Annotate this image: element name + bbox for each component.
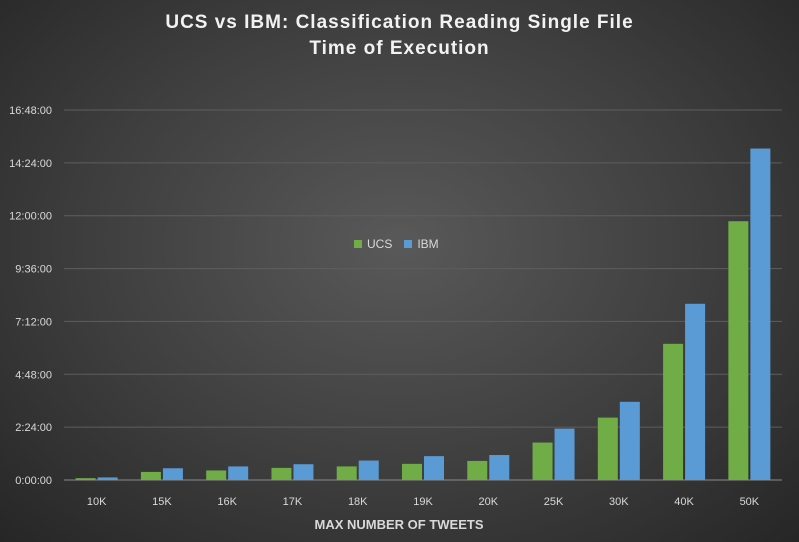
bar-ucs-19k (402, 463, 422, 480)
gridlines (64, 109, 782, 481)
y-tick-label: 2:24:00 (15, 422, 52, 434)
legend-swatch-ucs (354, 240, 362, 248)
bar-ucs-17k (271, 467, 292, 480)
legend-item-ibm: IBM (404, 237, 439, 251)
x-tick-label: 40K (674, 496, 694, 508)
bar-ucs-40k (663, 343, 684, 480)
chart-title-line1: UCS vs IBM: Classification Reading Singl… (165, 12, 634, 33)
x-tick-label: 20K (478, 496, 498, 508)
y-tick-label: 14:24:00 (9, 158, 52, 170)
y-tick-label: 0:00:00 (15, 475, 52, 487)
x-tick-label: 17K (283, 496, 303, 508)
x-tick-label: 50K (740, 496, 760, 508)
x-tick-label: 18K (348, 496, 368, 508)
y-tick-label: 7:12:00 (15, 316, 52, 328)
chart-title-line2: Time of Execution (309, 38, 490, 59)
bar-ibm-15k (162, 468, 183, 480)
bar-ucs-18k (336, 466, 357, 480)
bar-ibm-25k (554, 428, 575, 480)
y-tick-label: 16:48:00 (9, 105, 52, 117)
x-tick-label: 16K (217, 496, 237, 508)
x-tick-label: 10K (87, 496, 107, 508)
bar-ibm-50k (750, 148, 771, 480)
y-tick-label: 12:00:00 (9, 211, 52, 223)
x-tick-label: 25K (544, 496, 564, 508)
x-tick-label: 30K (609, 496, 629, 508)
bar-ucs-25k (532, 442, 553, 480)
bar-ucs-10k (75, 478, 96, 480)
x-tick-label: 19K (413, 496, 433, 508)
bar-ibm-10k (97, 477, 118, 480)
y-tick-label: 9:36:00 (15, 264, 52, 276)
x-axis-title: MAX NUMBER OF TWEETS (315, 517, 484, 532)
bar-ibm-30k (619, 401, 640, 480)
bar-ibm-16k (228, 466, 249, 480)
bar-ibm-40k (685, 303, 706, 480)
y-tick-label: 4:48:00 (15, 369, 52, 381)
x-tick-label: 15K (152, 496, 172, 508)
bar-ucs-50k (728, 221, 749, 480)
bar-ibm-17k (293, 464, 314, 480)
bars (75, 148, 771, 480)
bar-ucs-15k (140, 471, 161, 480)
x-axis-ticks: 10K 15K 16K 17K 18K 19K 20K 25K 30K 40K 50K (87, 496, 760, 508)
legend-label-ibm: IBM (417, 237, 439, 251)
bar-ucs-16k (206, 470, 227, 480)
bar-ucs-20k (467, 460, 488, 480)
bar-ibm-19k (424, 456, 444, 480)
legend-item-ucs: UCS (354, 237, 392, 251)
legend-label-ucs: UCS (367, 237, 393, 251)
bar-ibm-20k (489, 455, 510, 480)
bar-ibm-18k (358, 460, 379, 480)
legend: UCS IBM (354, 237, 445, 251)
legend-swatch-ibm (404, 240, 413, 248)
y-axis-ticks: 0:00:00 2:24:00 4:48:00 7:12:00 9:36:00 12:00… (9, 105, 52, 487)
bar-ucs-30k (597, 417, 618, 480)
